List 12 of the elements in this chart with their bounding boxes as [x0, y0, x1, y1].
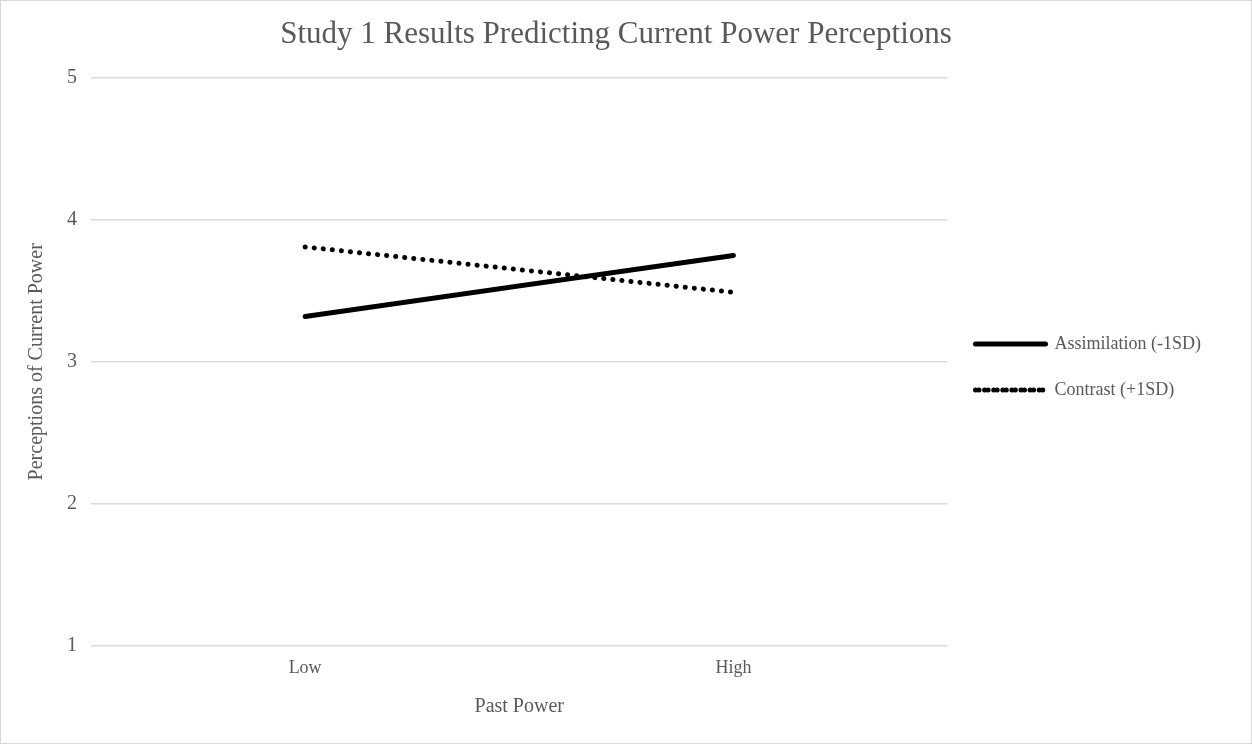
legend-label: Contrast (+1SD)	[1054, 378, 1175, 400]
x-tick-label: Low	[288, 656, 322, 677]
y-tick-label: 2	[67, 490, 77, 513]
y-tick-label: 4	[67, 207, 77, 230]
y-axis-title: Perceptions of Current Power	[24, 242, 48, 481]
y-tick-label: 3	[67, 349, 77, 372]
y-tick-label: 5	[67, 65, 77, 88]
legend-label: Assimilation (-1SD)	[1054, 332, 1202, 354]
y-tick-label: 1	[67, 632, 77, 655]
chart-title: Study 1 Results Predicting Current Power Perceptions	[280, 14, 952, 50]
x-tick-label: High	[715, 656, 752, 677]
x-axis-title: Past Power	[474, 694, 565, 717]
